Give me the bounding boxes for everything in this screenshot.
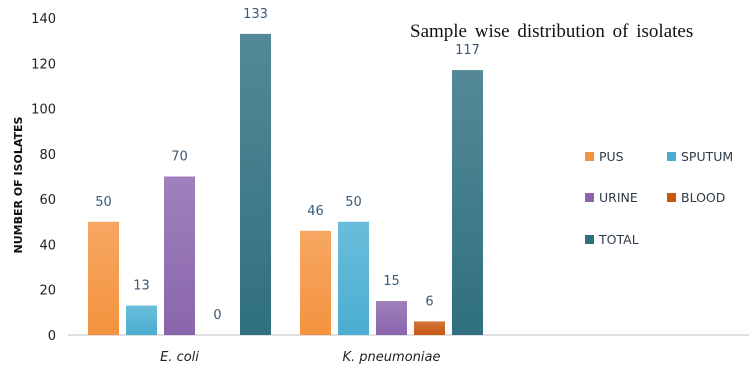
data-label: 117	[455, 43, 480, 58]
bar-total	[452, 70, 483, 335]
legend-swatch-urine	[585, 193, 594, 202]
y-tick-label: 100	[31, 103, 56, 118]
chart-title: Sample wise distribution of isolates	[410, 21, 693, 42]
legend-label-pus: PUS	[599, 149, 624, 164]
legend-swatch-sputum	[667, 152, 676, 161]
bar-sputum	[338, 221, 369, 335]
data-label: 133	[243, 7, 268, 22]
legend-swatch-blood	[667, 193, 676, 202]
y-tick-label: 60	[39, 193, 56, 208]
legend-swatch-total	[585, 235, 594, 244]
y-tick-label: 0	[48, 329, 56, 344]
data-label: 13	[133, 279, 150, 294]
data-label: 46	[307, 204, 324, 219]
legend-label-urine: URINE	[599, 190, 638, 205]
y-tick-label: 120	[31, 57, 56, 72]
data-label: 50	[345, 195, 362, 210]
data-label: 50	[95, 195, 112, 210]
y-axis-label: NUMBER OF ISOLATES	[12, 116, 25, 253]
legend-label-total: TOTAL	[598, 232, 639, 247]
bar-sputum	[126, 305, 157, 335]
legend-label-blood: BLOOD	[681, 190, 725, 205]
data-label: 70	[171, 150, 188, 165]
y-tick-label: 80	[39, 148, 56, 163]
bar-urine	[376, 301, 407, 335]
y-tick-label: 20	[39, 284, 56, 299]
legend-swatch-pus	[585, 152, 594, 161]
bar-total	[240, 33, 271, 335]
y-tick-label: 40	[39, 238, 56, 253]
bar-pus	[88, 221, 119, 335]
data-label: 15	[383, 274, 400, 289]
x-category-label: E. coli	[160, 350, 199, 365]
bar-pus	[300, 230, 331, 335]
data-label: 6	[425, 294, 433, 309]
data-label: 0	[213, 308, 221, 323]
y-tick-label: 140	[31, 12, 56, 27]
x-category-label: K. pneumoniae	[343, 350, 441, 365]
bar-blood	[414, 321, 445, 335]
legend-label-sputum: SPUTUM	[681, 149, 733, 164]
bar-urine	[164, 176, 195, 335]
